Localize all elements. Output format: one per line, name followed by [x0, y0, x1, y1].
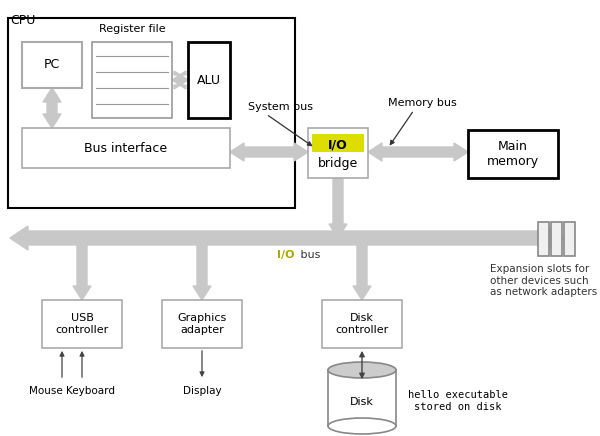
Text: hello executable
stored on disk: hello executable stored on disk: [408, 390, 508, 412]
Bar: [538, 222, 549, 256]
Polygon shape: [329, 178, 347, 238]
Bar: [188, 42, 230, 118]
Polygon shape: [368, 143, 468, 161]
Bar: [22, 128, 230, 168]
Text: bridge: bridge: [318, 157, 358, 170]
Bar: [328, 370, 396, 426]
Bar: [162, 300, 242, 348]
Bar: [564, 222, 575, 256]
Bar: [322, 300, 402, 348]
Ellipse shape: [328, 362, 396, 378]
Text: System bus: System bus: [248, 102, 313, 112]
Text: Expansion slots for
other devices such
as network adapters: Expansion slots for other devices such a…: [490, 264, 597, 297]
Bar: [42, 300, 122, 348]
Text: USB
controller: USB controller: [55, 313, 109, 335]
Text: Memory bus: Memory bus: [388, 98, 457, 108]
Bar: [308, 128, 368, 178]
Text: I/O: I/O: [277, 250, 295, 260]
Text: Display: Display: [182, 386, 221, 396]
Polygon shape: [73, 238, 91, 300]
Polygon shape: [172, 71, 188, 89]
Text: CPU: CPU: [10, 14, 35, 27]
Text: Main
memory: Main memory: [487, 140, 539, 168]
Text: Mouse Keyboard: Mouse Keyboard: [29, 386, 115, 396]
Polygon shape: [193, 238, 211, 300]
Bar: [312, 134, 364, 152]
Polygon shape: [230, 143, 308, 161]
Polygon shape: [43, 88, 61, 128]
Bar: [22, 42, 82, 88]
Text: bus: bus: [297, 250, 320, 260]
Text: Disk: Disk: [350, 397, 374, 407]
Bar: [92, 42, 172, 118]
Text: Disk
controller: Disk controller: [335, 313, 389, 335]
Text: PC: PC: [44, 58, 60, 72]
Bar: [8, 18, 295, 208]
Bar: [468, 130, 558, 178]
Text: Register file: Register file: [98, 24, 166, 34]
Text: ALU: ALU: [197, 74, 221, 86]
Text: Bus interface: Bus interface: [85, 142, 167, 154]
Text: Graphics
adapter: Graphics adapter: [178, 313, 227, 335]
Bar: [551, 222, 562, 256]
Polygon shape: [10, 226, 565, 250]
Polygon shape: [353, 238, 371, 300]
Ellipse shape: [328, 418, 396, 434]
Text: I/O: I/O: [328, 139, 348, 151]
